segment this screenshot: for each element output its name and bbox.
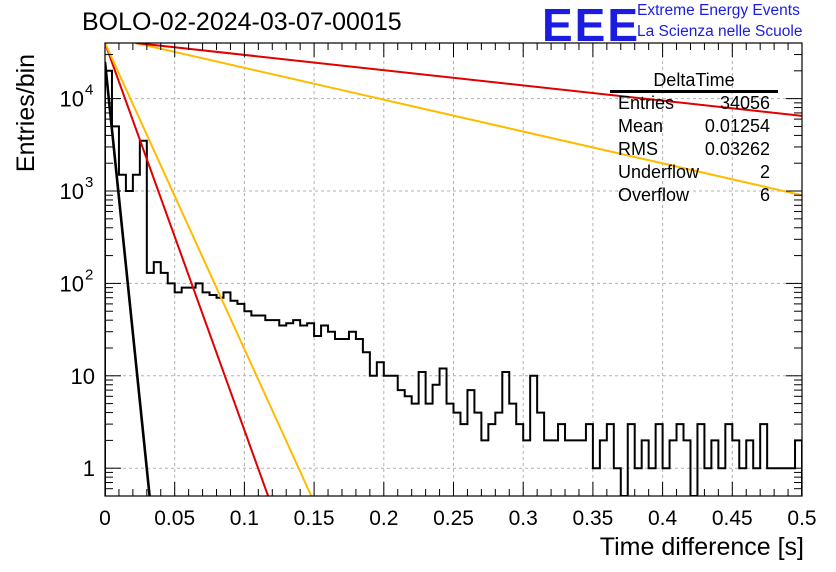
stat-key: Underflow: [618, 162, 700, 182]
stat-key: Entries: [618, 93, 675, 113]
x-axis-label: Time difference [s]: [599, 533, 804, 561]
y-tick-exponent: 3: [85, 174, 93, 191]
y-tick-label: 10: [60, 87, 84, 112]
y-tick-label: 1: [83, 456, 95, 481]
histogram-series: [105, 69, 802, 496]
y-tick-exponent: 2: [85, 266, 93, 283]
stat-value: 0.01254: [704, 116, 770, 136]
stat-key: Overflow: [618, 185, 690, 205]
y-axis-label: Entries/bin: [12, 53, 40, 173]
stat-row-entries: Entries 34056: [618, 93, 770, 115]
stats-box-rule: [610, 90, 778, 93]
logo-line-2: La Scienza nelle Scuole: [637, 23, 803, 40]
fit-yellow-steep: [105, 43, 313, 496]
run-title: BOLO-02-2024-03-07-00015: [82, 8, 402, 36]
y-tick-label: 10: [71, 364, 95, 389]
y-tick-label: 10: [60, 271, 84, 296]
stat-row-mean: Mean 0.01254: [618, 116, 770, 138]
stat-row-overflow: Overflow 6: [618, 185, 770, 207]
x-tick-label: 0.5: [787, 507, 816, 530]
stat-row-rms: RMS 0.03262: [618, 139, 770, 161]
x-tick-label: 0.05: [154, 507, 195, 530]
stat-value: 0.03262: [704, 139, 770, 159]
x-tick-label: 0.15: [294, 507, 335, 530]
plot-content: [105, 43, 802, 496]
fit-black-steep: [105, 61, 151, 496]
x-tick-label: 0: [99, 507, 111, 530]
stat-key: RMS: [618, 139, 658, 159]
stat-value: 34056: [719, 93, 770, 113]
fit-red-slow: [135, 43, 802, 117]
logo-line-1: Extreme Energy Events: [637, 2, 800, 19]
x-tick-label: 0.1: [230, 507, 259, 530]
x-tick-label: 0.25: [433, 507, 474, 530]
x-tick-label: 0.45: [712, 507, 753, 530]
x-tick-label: 0.35: [572, 507, 613, 530]
stat-key: Mean: [618, 116, 664, 136]
stats-box-title: DeltaTime: [653, 70, 735, 90]
stat-row-underflow: Underflow 2: [618, 162, 770, 184]
fit-yellow-slow: [135, 43, 802, 197]
y-tick-label: 10: [60, 179, 84, 204]
x-tick-label: 0.2: [369, 507, 398, 530]
y-tick-exponent: 4: [85, 82, 93, 99]
stat-value: 2: [759, 162, 770, 182]
stat-value: 6: [759, 185, 770, 205]
x-tick-label: 0.4: [648, 507, 678, 530]
x-tick-label: 0.3: [509, 507, 538, 530]
fit-red-steep: [105, 43, 270, 496]
